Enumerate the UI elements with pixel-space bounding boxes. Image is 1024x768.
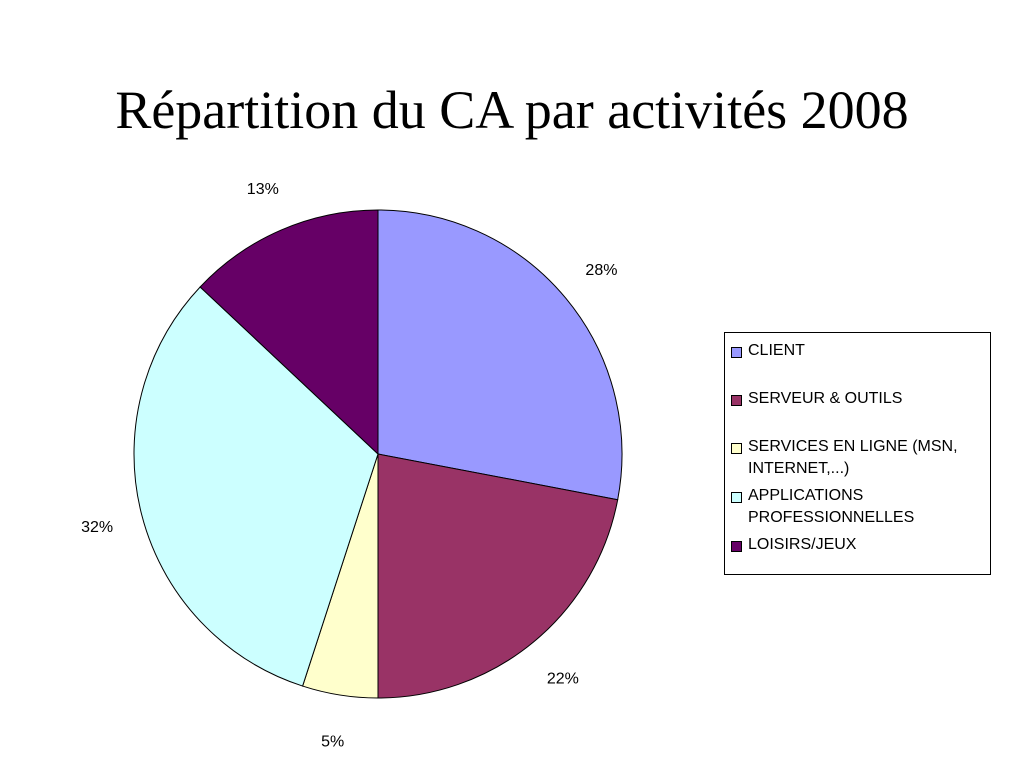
data-label-loisirs-jeux: 13% xyxy=(247,181,279,198)
legend-item-client: CLIENT xyxy=(731,342,986,362)
legend-label-serveur-outils: SERVEUR & OUTILS xyxy=(748,390,903,407)
legend-swatch-services-en-ligne xyxy=(731,443,742,454)
pie-slice-serveur-outils xyxy=(377,453,619,699)
legend-swatch-loisirs-jeux xyxy=(731,541,742,552)
pie-slices xyxy=(133,209,623,699)
data-label-applications: 32% xyxy=(81,519,113,536)
legend-item-services-en-ligne: SERVICES EN LIGNE (MSN, INTERNET,...) xyxy=(731,438,986,480)
data-label-serveur-outils: 22% xyxy=(547,670,579,687)
legend-label-client: CLIENT xyxy=(748,342,805,359)
legend-swatch-applications xyxy=(731,492,742,503)
legend-item-loisirs-jeux: LOISIRS/JEUX xyxy=(731,536,986,556)
legend-label-services-en-ligne: SERVICES EN LIGNE (MSN, INTERNET,...) xyxy=(748,438,958,477)
data-label-services-en-ligne: 5% xyxy=(321,733,344,750)
chart-title: Répartition du CA par activités 2008 xyxy=(115,80,909,140)
legend-swatch-serveur-outils xyxy=(731,395,742,406)
legend-item-serveur-outils: SERVEUR & OUTILS xyxy=(731,390,986,410)
pie-slice-applications xyxy=(133,286,379,687)
pie-slice-loisirs-jeux xyxy=(199,209,379,456)
legend-label-loisirs-jeux: LOISIRS/JEUX xyxy=(748,536,857,553)
pie-data-labels: 28% 22% 5% 32% 13% xyxy=(81,181,617,751)
data-label-client: 28% xyxy=(585,262,617,279)
legend-item-applications: APPLICATIONS PROFESSIONNELLES xyxy=(731,487,986,529)
pie-slice-client xyxy=(377,209,623,501)
legend-swatch-client xyxy=(731,347,742,358)
legend-label-applications: APPLICATIONS PROFESSIONNELLES xyxy=(748,487,915,526)
chart-legend: CLIENT SERVEUR & OUTILS SERVICES EN LIGN… xyxy=(724,332,991,575)
